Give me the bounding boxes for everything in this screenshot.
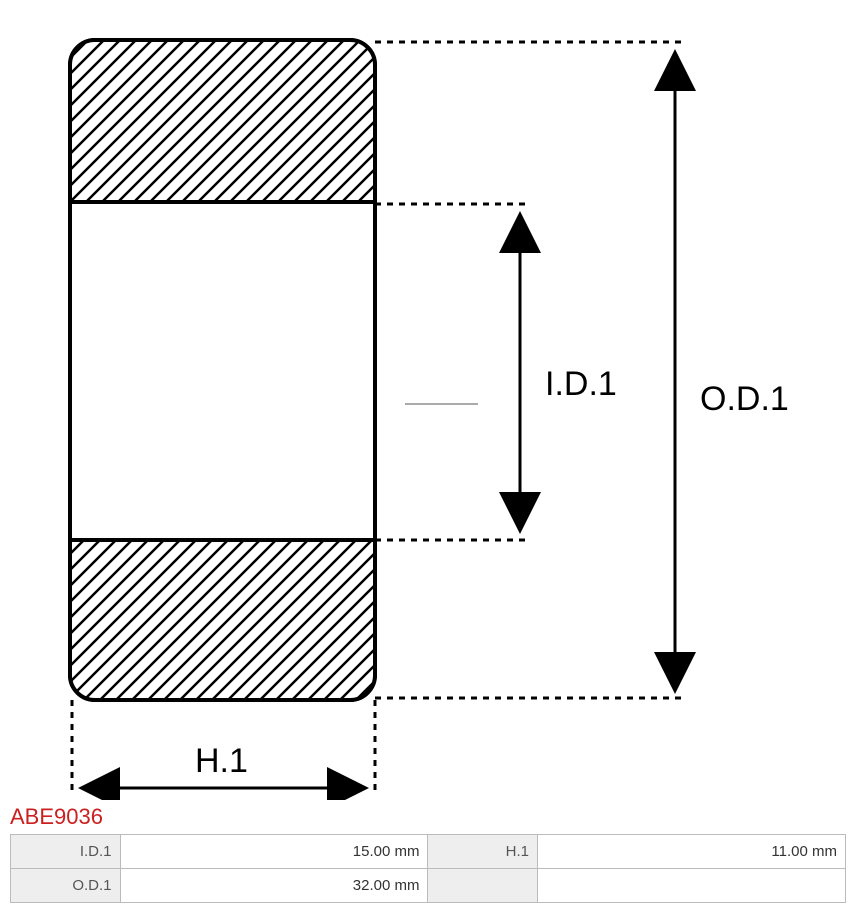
spec-value-empty — [537, 869, 845, 903]
table-row: O.D.1 32.00 mm — [11, 869, 846, 903]
spec-label-h1: H.1 — [428, 835, 538, 869]
hatched-band-bottom — [70, 540, 375, 700]
spec-table: I.D.1 15.00 mm H.1 11.00 mm O.D.1 32.00 … — [10, 834, 846, 903]
od1-label: O.D.1 — [700, 380, 789, 418]
cross-section-diagram: I.D.1 O.D.1 H.1 — [0, 0, 848, 800]
spec-value-od1: 32.00 mm — [120, 869, 428, 903]
table-row: I.D.1 15.00 mm H.1 11.00 mm — [11, 835, 846, 869]
diagram-container: I.D.1 O.D.1 H.1 — [0, 0, 848, 800]
spec-label-od1: O.D.1 — [11, 869, 121, 903]
hatched-band-top — [70, 40, 375, 202]
page-root: I.D.1 O.D.1 H.1 ABE9036 I.D.1 15.00 mm H… — [0, 0, 848, 903]
h1-label: H.1 — [195, 742, 248, 780]
spec-value-h1: 11.00 mm — [537, 835, 845, 869]
spec-label-empty — [428, 869, 538, 903]
spec-label-id1: I.D.1 — [11, 835, 121, 869]
id1-label: I.D.1 — [545, 365, 617, 403]
spec-value-id1: 15.00 mm — [120, 835, 428, 869]
part-code: ABE9036 — [0, 800, 848, 834]
